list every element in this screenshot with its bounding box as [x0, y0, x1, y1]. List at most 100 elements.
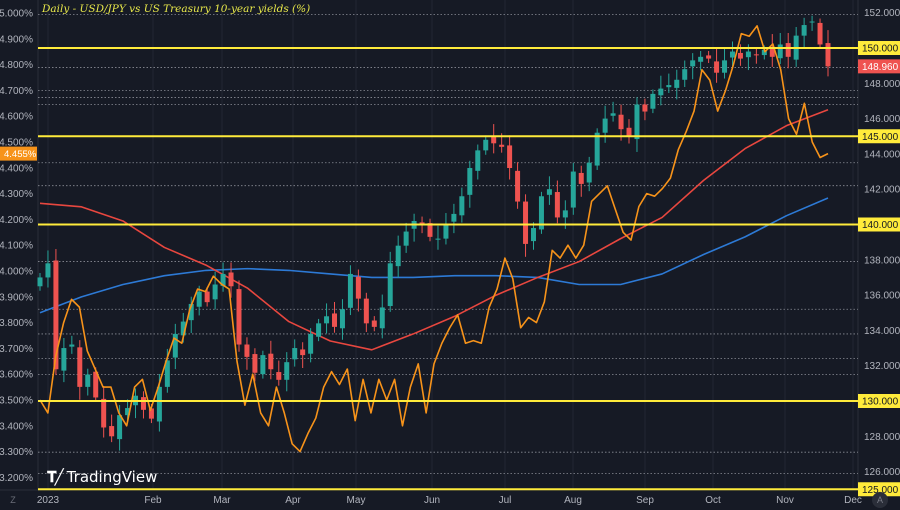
candle-body: [594, 132, 600, 166]
candle-body: [172, 333, 178, 358]
right-tick-label: 144.000: [864, 149, 900, 160]
x-tick-label: Jul: [499, 495, 512, 506]
candle-body: [618, 114, 624, 130]
left-tick-label: 4.100%: [0, 241, 33, 252]
right-tick-label: 138.000: [864, 255, 900, 266]
candle-body: [371, 320, 377, 327]
candle-body: [276, 372, 282, 380]
left-tick-label: 4.400%: [0, 163, 33, 174]
left-tick-label: 4.000%: [0, 267, 33, 278]
candle-body: [212, 284, 218, 300]
right-tick-label: 132.000: [864, 361, 900, 372]
candle-body: [435, 238, 441, 240]
candle-body: [538, 196, 544, 230]
left-tick-label: 4.200%: [0, 215, 33, 226]
x-tick-label: May: [347, 495, 366, 506]
x-tick-label: 2023: [37, 495, 60, 506]
candle-body: [459, 196, 465, 216]
key-level-label: 150.000: [862, 44, 899, 55]
last-yield-box: [0, 146, 37, 161]
candle-body: [53, 260, 59, 370]
us10y-yield-line: [39, 25, 829, 453]
key-level-label-box: [858, 394, 900, 408]
candle-body: [180, 321, 186, 336]
candle-body: [666, 85, 672, 88]
left-tick-label: 3.600%: [0, 370, 33, 381]
candle-body: [300, 349, 306, 356]
candle-body: [443, 224, 449, 239]
candle-body: [562, 210, 568, 218]
candle-body: [586, 162, 592, 183]
candle-body: [467, 168, 473, 195]
x-tick-label: Jun: [424, 495, 440, 506]
candle-body: [578, 172, 584, 184]
candle-body: [379, 307, 385, 329]
left-tick-label: 4.300%: [0, 189, 33, 200]
candle-body: [228, 272, 234, 287]
right-tick-label: 142.000: [864, 185, 900, 196]
candle-body: [268, 353, 274, 370]
candle-body: [347, 273, 353, 308]
candle-body: [332, 313, 338, 327]
tradingview-logo: 𝐓╱ TradingView: [47, 468, 157, 486]
left-tick-label: 3.800%: [0, 318, 33, 329]
candle-body: [475, 150, 481, 171]
candle-body: [706, 55, 712, 59]
key-level-label: 130.000: [862, 397, 899, 408]
last-price-box: [858, 59, 900, 74]
candle-body: [515, 170, 521, 202]
key-level-label: 145.000: [862, 132, 899, 143]
right-tick-label: 148.000: [864, 79, 900, 90]
candle-body: [523, 201, 529, 244]
right-tick-label: 146.000: [864, 114, 900, 125]
last-price-label: 148.960: [862, 62, 899, 73]
left-tick-label: 3.300%: [0, 447, 33, 458]
candle-body: [610, 113, 616, 116]
last-yield-label: 4.455%: [4, 149, 37, 160]
chart-title: Daily - USD/JPY vs US Treasury 10-year y…: [42, 3, 311, 15]
candle-body: [324, 316, 330, 324]
candle-body: [101, 398, 107, 428]
candle-body: [809, 21, 815, 23]
left-tick-label: 3.500%: [0, 396, 33, 407]
candle-body: [292, 348, 298, 360]
candle-body: [499, 144, 505, 147]
usdjpy-candles: [37, 15, 831, 451]
candle-body: [634, 104, 640, 140]
candle-body: [37, 277, 43, 287]
candle-body: [546, 189, 552, 195]
candle-body: [363, 298, 369, 324]
candle-body: [427, 223, 433, 237]
logo-text: TradingView: [66, 468, 158, 486]
zoom-toggle-button[interactable]: Z: [10, 495, 16, 505]
candle-body: [507, 145, 513, 169]
moving-average-blue-line: [39, 197, 829, 314]
candle-body: [483, 139, 489, 151]
candle-body: [745, 51, 751, 58]
candle-body: [801, 25, 807, 36]
right-tick-label: 126.000: [864, 467, 900, 478]
candle-body: [451, 213, 457, 222]
key-level-label-box: [858, 482, 900, 497]
auto-scale-button[interactable]: A: [872, 492, 888, 508]
candle-body: [45, 263, 51, 278]
candle-body: [204, 291, 210, 303]
x-tick-label: Aug: [564, 495, 582, 506]
candle-body: [188, 303, 194, 321]
x-tick-label: Sep: [636, 495, 654, 506]
x-tick-label: Mar: [213, 495, 231, 506]
key-level-label-box: [858, 217, 900, 232]
candle-body: [658, 88, 664, 96]
candle-body: [761, 49, 767, 56]
candle-body: [714, 61, 720, 73]
candle-body: [395, 245, 401, 267]
right-tick-label: 134.000: [864, 326, 900, 337]
x-tick-label: Oct: [705, 495, 721, 506]
candle-body: [339, 309, 345, 329]
candle-body: [642, 104, 648, 112]
candle-body: [109, 426, 115, 437]
candle-body: [93, 371, 99, 398]
key-level-label: 140.000: [862, 220, 899, 231]
